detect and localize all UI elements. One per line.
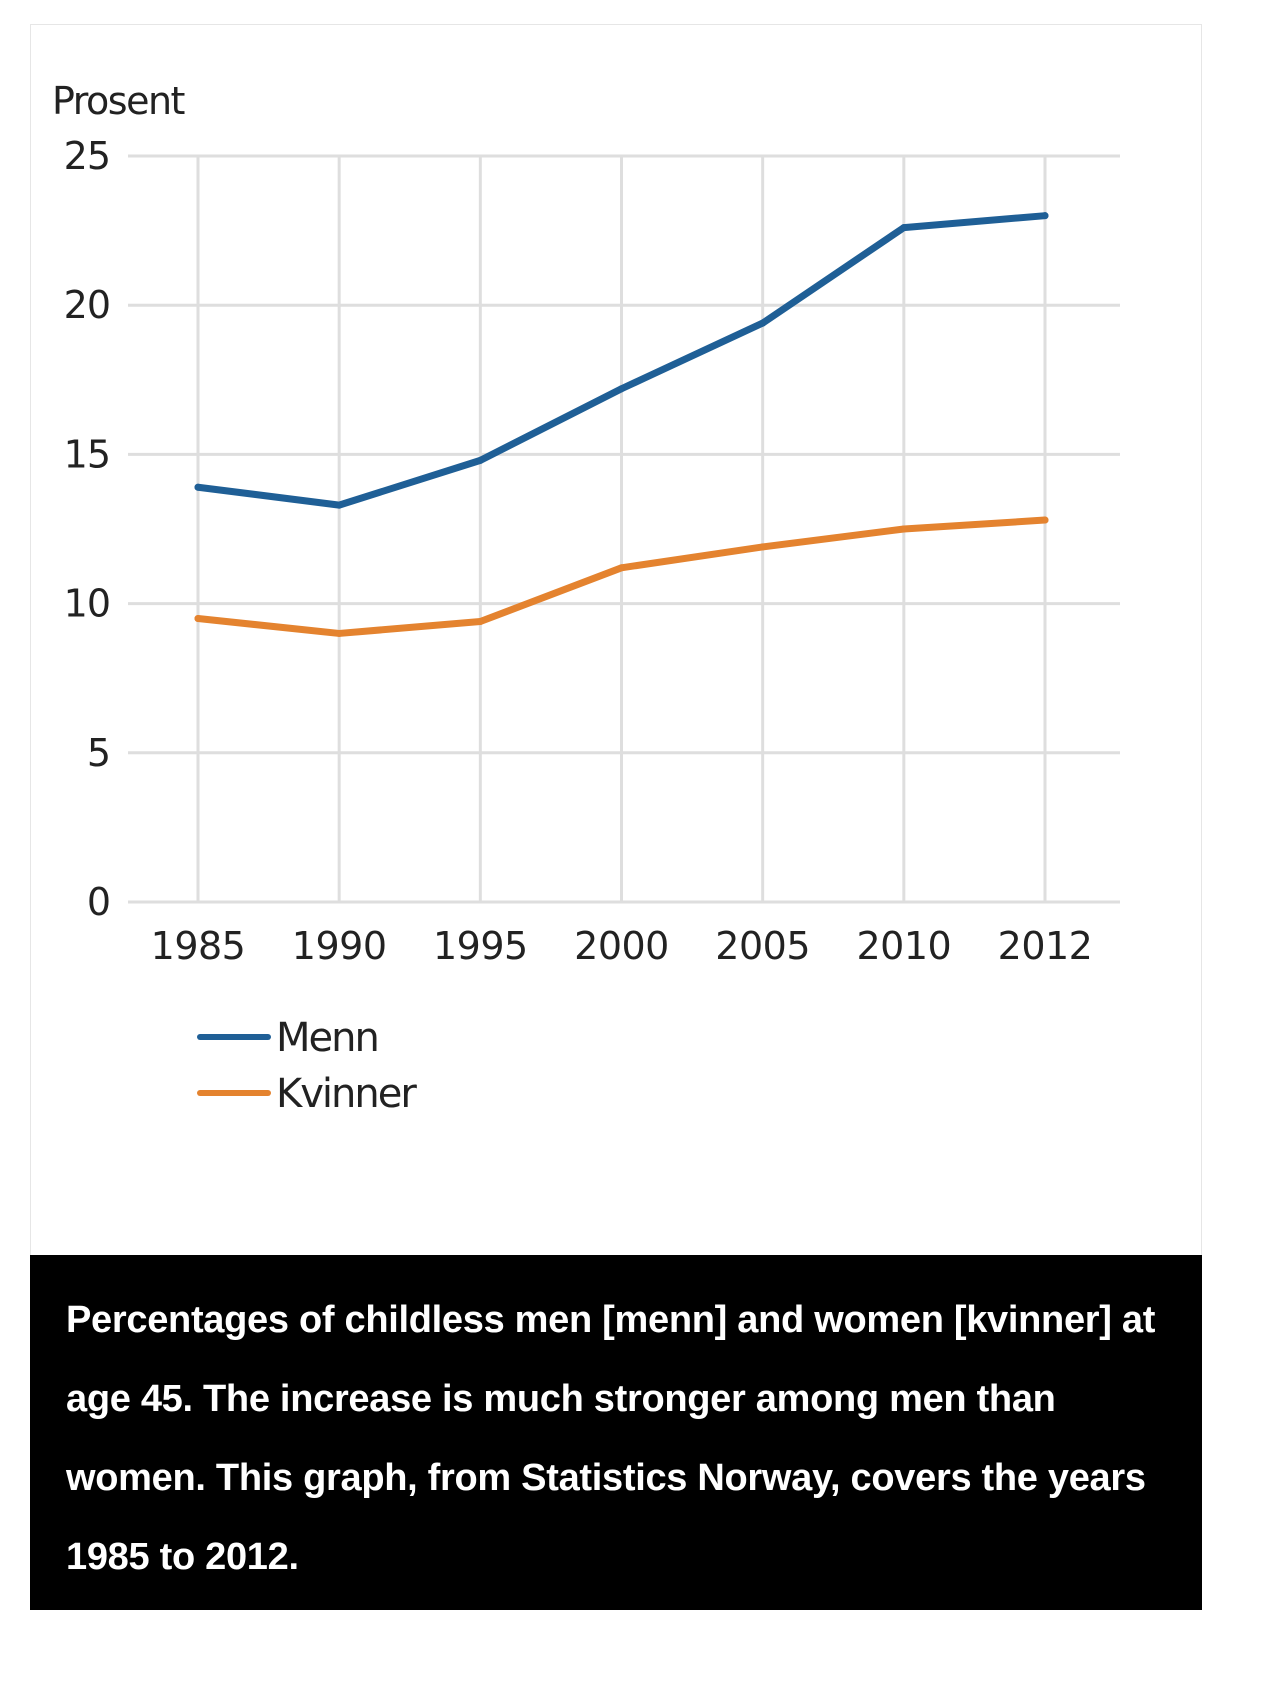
data-point-menn (759, 319, 767, 327)
data-point-kvinner (335, 629, 343, 637)
data-point-menn (618, 385, 625, 393)
y-tick-label: 25 (64, 134, 110, 178)
x-tick-label: 2012 (998, 924, 1093, 968)
chart-frame (30, 24, 1202, 1256)
series-layer (194, 212, 1049, 637)
y-tick-label: 5 (87, 731, 110, 775)
data-point-kvinner (900, 525, 908, 533)
caption-box: Percentages of childless men [menn] and … (30, 1255, 1202, 1610)
x-tick-label: 2010 (856, 924, 951, 968)
grid-layer (128, 154, 1120, 904)
data-point-kvinner (1041, 516, 1049, 524)
y-tick-label: 10 (64, 582, 110, 626)
data-point-menn (900, 224, 908, 232)
legend: Menn Kvinner (197, 1015, 419, 1117)
data-point-kvinner (759, 543, 767, 551)
x-tick-label: 1995 (433, 924, 528, 968)
legend-label-kvinner: Kvinner (276, 1071, 417, 1117)
data-point-menn (1041, 212, 1049, 220)
legend-label-menn: Menn (276, 1015, 378, 1061)
x-tick-label: 1990 (292, 924, 387, 968)
data-point-menn (335, 501, 343, 509)
y-tick-label: 15 (64, 432, 110, 476)
line-chart: Prosent 0 5 10 15 20 25 1985 1990 1995 2000 2005 20… (52, 79, 1120, 1117)
axis-layer: Prosent 0 5 10 15 20 25 1985 1990 1995 2000 2005 20… (52, 79, 1093, 968)
y-tick-label: 0 (87, 880, 110, 924)
data-point-kvinner (618, 564, 625, 572)
y-tick-label: 20 (64, 283, 110, 327)
y-axis-title: Prosent (52, 79, 185, 123)
x-tick-label: 1985 (151, 924, 246, 968)
data-point-kvinner (194, 615, 202, 623)
x-tick-label: 2005 (715, 924, 810, 968)
data-point-menn (476, 456, 484, 464)
caption-text: Percentages of childless men [menn] and … (66, 1299, 1156, 1578)
data-point-menn (194, 483, 202, 491)
data-point-kvinner (476, 618, 484, 626)
x-tick-label: 2000 (574, 924, 669, 968)
